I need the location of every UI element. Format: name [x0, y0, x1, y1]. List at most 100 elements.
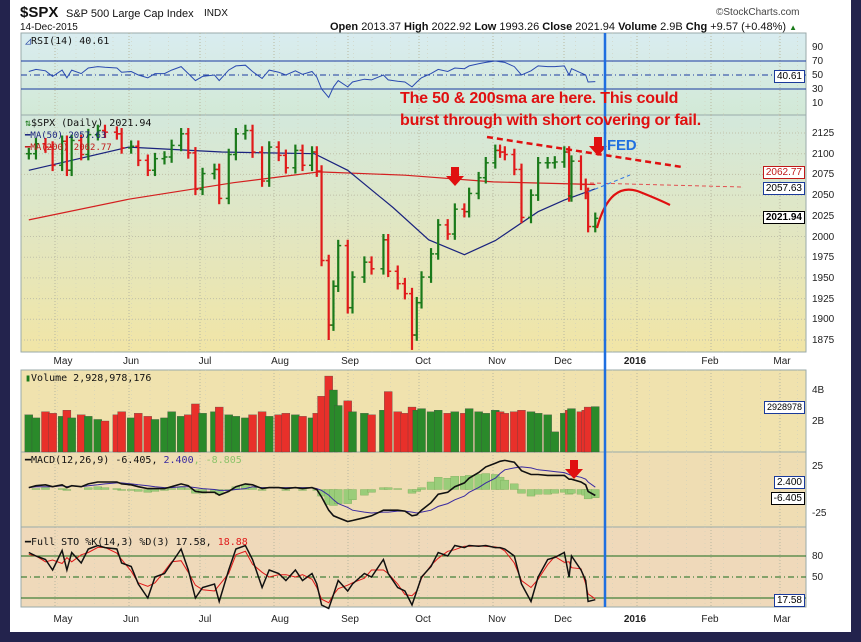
macd-histogram-bar: [62, 489, 72, 491]
price-bar: [94, 124, 101, 141]
volume-tick: 2B: [812, 416, 825, 427]
down-arrow-icon: [565, 460, 583, 479]
volume-tick: 4B: [812, 385, 825, 396]
volume-bar: [248, 414, 257, 453]
volume-bar: [134, 413, 143, 453]
rsi-tick: 30: [812, 84, 824, 95]
volume-bar: [265, 416, 274, 453]
macd-histogram-bar: [367, 489, 376, 493]
price-bar: [242, 124, 249, 140]
volume-bar: [400, 413, 410, 453]
macd-histogram-bar: [567, 489, 576, 494]
month-label: Dec: [554, 356, 572, 367]
volume-bar: [450, 411, 459, 453]
month-label: Sep: [341, 356, 359, 367]
volume-bar: [167, 411, 176, 453]
down-arrow-icon: [446, 167, 464, 186]
rsi-tick: 70: [812, 56, 824, 67]
volume-bar: [241, 417, 250, 453]
macd-histogram-bar: [450, 476, 459, 490]
price-bar: [535, 157, 542, 201]
price-tick: 2125: [812, 128, 835, 139]
price-bar: [85, 128, 92, 161]
macd-histogram-bar: [417, 487, 426, 490]
price-bar: [275, 141, 282, 162]
month-label: Sep: [341, 614, 359, 625]
month-label: Mar: [773, 614, 791, 625]
month-label: Oct: [415, 356, 431, 367]
index-name: S&P 500 Large Cap Index: [66, 8, 194, 20]
price-bar: [592, 212, 599, 233]
macd-histogram-bar: [481, 473, 490, 490]
macd-histogram-bar: [31, 488, 41, 490]
ma200-legend: ━MA(200) 2062.77: [25, 143, 112, 153]
fed-label: FED: [607, 137, 637, 154]
month-label: May: [53, 614, 73, 625]
ma50-projection-line: [587, 174, 631, 193]
price-bar: [482, 157, 489, 184]
volume-bar: [291, 414, 300, 453]
volume-bar: [526, 411, 536, 453]
price-tick: 2000: [812, 231, 835, 243]
price-tick: 2025: [812, 210, 835, 222]
price-bar: [518, 163, 525, 224]
volume-bar: [417, 408, 426, 453]
rsi-panel: [20, 32, 807, 116]
volume-bar: [510, 411, 519, 453]
volume-bar: [434, 409, 443, 453]
price-tick: 2050: [812, 190, 835, 202]
macd-histogram-bar: [117, 489, 126, 491]
volume-legend: ▮Volume 2,928,978,176: [25, 373, 152, 384]
macd-histogram-bar: [412, 489, 421, 492]
price-bar: [216, 163, 223, 205]
volume-bar: [176, 416, 186, 453]
macd-histogram-bar: [393, 488, 402, 490]
volume-bar: [384, 391, 393, 453]
volume-bar: [426, 411, 436, 453]
volume-bar: [24, 414, 33, 453]
rsi-legend: ◿RSI(14) 40.61: [25, 36, 110, 47]
price-bar: [401, 277, 408, 300]
macd-histogram-bar: [127, 489, 136, 491]
price-bar: [135, 140, 142, 167]
macd-histogram-bar: [550, 489, 559, 494]
price-bar: [282, 149, 289, 174]
volume-bar: [93, 419, 102, 453]
macd-histogram-bar: [281, 489, 291, 491]
price-legend: ⇅$SPX (Daily) 2021.94: [25, 118, 152, 129]
volume-bar: [500, 413, 509, 453]
month-label: Feb: [701, 356, 719, 367]
volume-bar: [191, 403, 200, 453]
volume-bar: [543, 414, 552, 453]
volume-bar: [567, 408, 576, 453]
macd-histogram-bar: [57, 488, 67, 490]
price-bar: [394, 265, 401, 290]
macd-histogram-bar: [112, 488, 122, 490]
price-bar: [32, 137, 39, 160]
ma200-line: [28, 171, 596, 221]
volume-bar: [281, 413, 291, 453]
macd-histogram-bar: [517, 489, 526, 494]
macd-histogram-bar: [134, 489, 143, 492]
month-label: Oct: [415, 614, 431, 625]
volume-bar: [41, 411, 50, 453]
resistance-trendline: [486, 135, 683, 169]
price-bar: [161, 151, 168, 165]
price-bar: [466, 187, 473, 218]
symbol: $SPX: [20, 4, 59, 21]
price-tick: 1925: [812, 293, 835, 305]
macd-histogram-bar: [526, 489, 536, 497]
volume-bar: [517, 409, 526, 453]
price-tick: 2075: [812, 169, 835, 181]
price-bar: [551, 156, 558, 169]
month-label: Jul: [198, 356, 212, 367]
price-bar: [192, 147, 199, 196]
volume-bar: [550, 431, 559, 453]
month-label: 2016: [623, 614, 647, 625]
volume-bar: [224, 414, 233, 453]
volume-bar: [334, 405, 343, 453]
volume-bar: [443, 413, 452, 453]
price-tick: 1875: [812, 335, 835, 346]
price-tick: 1900: [812, 314, 835, 326]
